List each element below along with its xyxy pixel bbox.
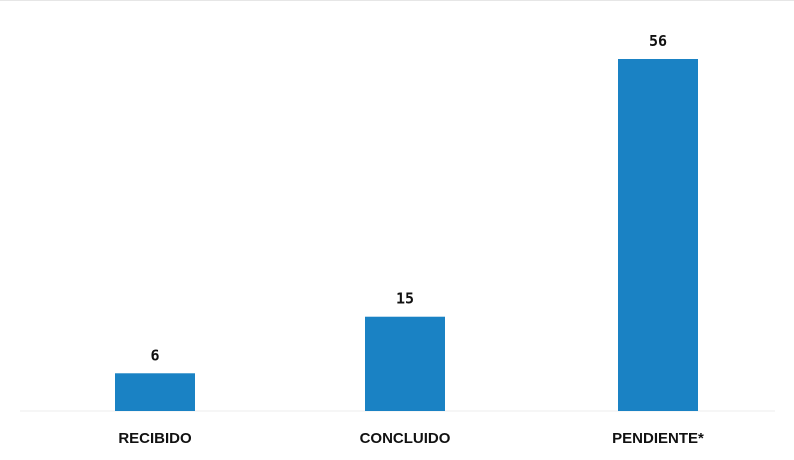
category-labels-group: RECIBIDO CONCLUIDO PENDIENTE*	[118, 430, 704, 447]
bar-concluido	[365, 316, 445, 411]
value-label: 56	[649, 32, 667, 50]
category-label: PENDIENTE*	[612, 430, 704, 447]
bars-group	[115, 59, 698, 411]
value-label: 15	[396, 290, 414, 308]
bar-recibido	[115, 373, 195, 411]
category-label: RECIBIDO	[118, 430, 192, 447]
value-labels-group: 6 15 56	[150, 32, 667, 364]
category-label: CONCLUIDO	[360, 430, 451, 447]
value-label: 6	[150, 346, 159, 364]
bar-pendiente	[618, 59, 698, 411]
